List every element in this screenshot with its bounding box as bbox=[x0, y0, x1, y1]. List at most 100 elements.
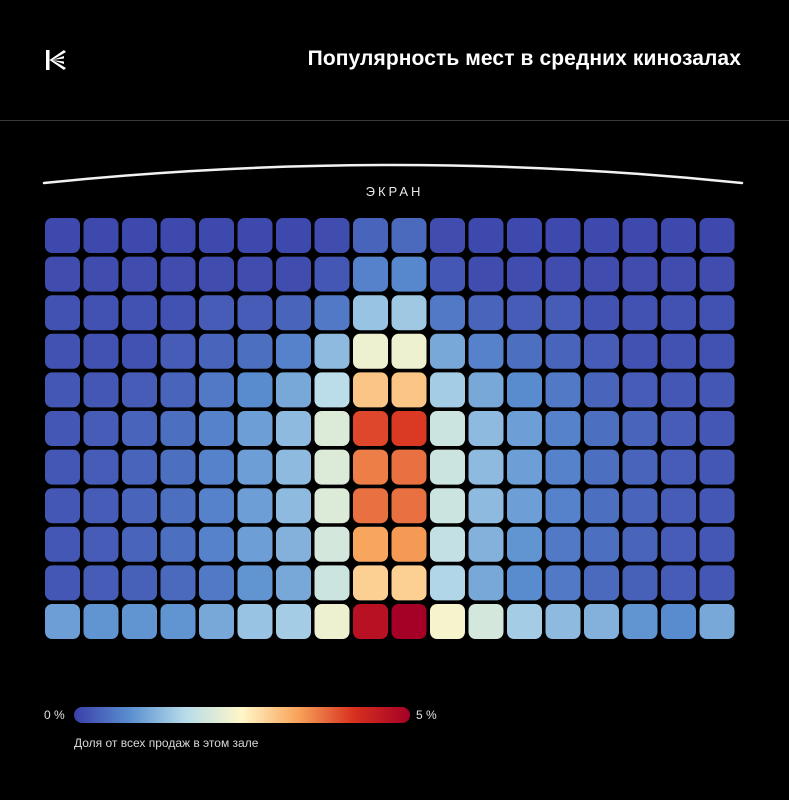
seat-cell bbox=[237, 449, 273, 485]
seat-cell bbox=[45, 256, 80, 292]
seat-cell bbox=[160, 411, 196, 446]
seat-cell bbox=[122, 256, 157, 292]
seat-cell bbox=[83, 218, 119, 253]
seat-cell bbox=[160, 449, 196, 485]
seat-cell bbox=[353, 449, 388, 485]
screen-label: ЭКРАН bbox=[365, 184, 424, 199]
seat-cell bbox=[468, 218, 504, 253]
seat-cell bbox=[237, 218, 273, 253]
seat-cell bbox=[507, 333, 542, 369]
page-title: Популярность мест в средних кинозалах bbox=[307, 47, 741, 70]
seat-cell bbox=[83, 372, 119, 408]
colorbar-max-label: 5 % bbox=[416, 708, 437, 722]
seat-cell bbox=[45, 411, 80, 446]
seat-cell bbox=[545, 218, 581, 253]
seat-cell bbox=[507, 295, 542, 331]
seat-cell bbox=[661, 565, 696, 601]
seat-cell bbox=[661, 411, 696, 446]
seat-cell bbox=[276, 565, 311, 601]
seat-cell bbox=[314, 218, 350, 253]
seat-cell bbox=[584, 449, 619, 485]
seat-cell bbox=[699, 372, 735, 408]
seat-cell bbox=[622, 218, 658, 253]
seat-cell bbox=[468, 333, 504, 369]
seat-cell bbox=[83, 256, 119, 292]
seat-cell bbox=[122, 411, 157, 446]
seat-cell bbox=[430, 449, 465, 485]
seat-cell bbox=[622, 256, 658, 292]
seat-cell bbox=[45, 295, 80, 331]
seat-cell bbox=[314, 526, 350, 562]
seat-cell bbox=[199, 488, 234, 524]
seat-cell bbox=[199, 565, 234, 601]
seat-cell bbox=[430, 372, 465, 408]
seat-cell bbox=[430, 565, 465, 601]
seat-cell bbox=[160, 526, 196, 562]
seat-cell bbox=[353, 218, 388, 253]
seat-cell bbox=[507, 604, 542, 639]
seat-cell bbox=[45, 218, 80, 253]
seat-cell bbox=[353, 526, 388, 562]
seat-cell bbox=[584, 488, 619, 524]
seat-cell bbox=[160, 565, 196, 601]
seat-cell bbox=[83, 411, 119, 446]
seat-cell bbox=[661, 256, 696, 292]
seat-cell bbox=[237, 333, 273, 369]
screen-arc bbox=[42, 163, 744, 185]
seat-cell bbox=[199, 449, 234, 485]
seat-cell bbox=[353, 256, 388, 292]
seat-cell bbox=[622, 333, 658, 369]
k-logo-icon bbox=[46, 50, 66, 70]
seat-cell bbox=[276, 488, 311, 524]
seat-cell bbox=[276, 218, 311, 253]
seat-cell bbox=[622, 411, 658, 446]
seat-cell bbox=[391, 411, 427, 446]
seat-cell bbox=[199, 333, 234, 369]
seat-cell bbox=[584, 526, 619, 562]
seat-cell bbox=[237, 604, 273, 639]
seat-cell bbox=[276, 372, 311, 408]
seat-cell bbox=[584, 411, 619, 446]
seat-cell bbox=[160, 604, 196, 639]
seat-cell bbox=[430, 411, 465, 446]
seat-cell bbox=[661, 333, 696, 369]
seat-cell bbox=[391, 256, 427, 292]
seat-cell bbox=[83, 449, 119, 485]
seat-cell bbox=[237, 565, 273, 601]
seat-cell bbox=[699, 411, 735, 446]
seat-cell bbox=[699, 526, 735, 562]
seat-cell bbox=[353, 372, 388, 408]
seat-cell bbox=[661, 295, 696, 331]
seat-cell bbox=[468, 604, 504, 639]
seat-cell bbox=[45, 449, 80, 485]
seat-cell bbox=[122, 218, 157, 253]
seat-cell bbox=[199, 295, 234, 331]
seat-cell bbox=[237, 526, 273, 562]
seat-cell bbox=[45, 526, 80, 562]
seat-cell bbox=[622, 565, 658, 601]
seat-cell bbox=[699, 295, 735, 331]
seat-cell bbox=[391, 565, 427, 601]
seat-cell bbox=[83, 565, 119, 601]
seat-cell bbox=[545, 604, 581, 639]
seat-cell bbox=[622, 526, 658, 562]
seat-cell bbox=[507, 411, 542, 446]
seat-cell bbox=[430, 333, 465, 369]
seat-cell bbox=[699, 565, 735, 601]
seat-cell bbox=[160, 256, 196, 292]
seat-cell bbox=[545, 565, 581, 601]
seat-cell bbox=[661, 372, 696, 408]
seat-cell bbox=[622, 604, 658, 639]
colorbar-caption: Доля от всех продаж в этом зале bbox=[74, 736, 259, 750]
seat-cell bbox=[430, 295, 465, 331]
seat-cell bbox=[199, 372, 234, 408]
seat-cell bbox=[314, 256, 350, 292]
seat-cell bbox=[699, 488, 735, 524]
seat-cell bbox=[699, 218, 735, 253]
seat-cell bbox=[622, 295, 658, 331]
seat-cell bbox=[160, 372, 196, 408]
seat-cell bbox=[314, 449, 350, 485]
seat-cell bbox=[468, 449, 504, 485]
seat-cell bbox=[391, 372, 427, 408]
seat-cell bbox=[622, 449, 658, 485]
